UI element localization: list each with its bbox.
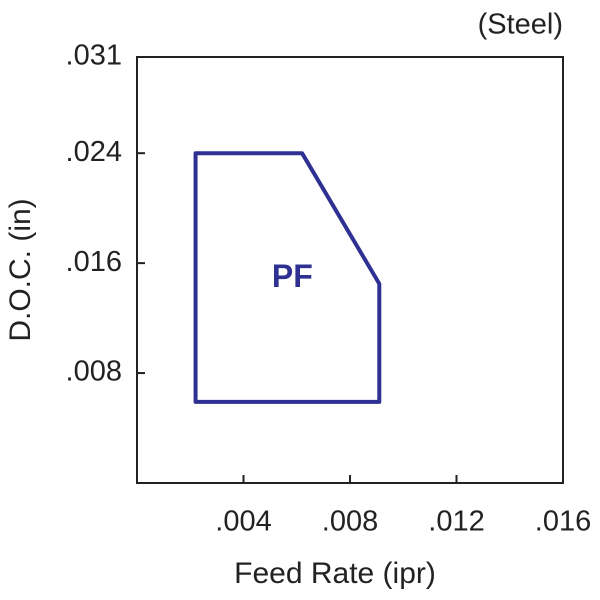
- y-axis-label: D.O.C. (in): [4, 198, 37, 341]
- y-tick-label: .008: [66, 356, 122, 388]
- x-tick-label: .012: [428, 506, 484, 538]
- y-tick-label: .016: [66, 246, 122, 278]
- y-tick-label: .031: [66, 40, 122, 72]
- x-tick-label: .008: [322, 506, 378, 538]
- annotation: (Steel): [478, 9, 563, 41]
- region: [193, 151, 382, 404]
- region-label: PF: [272, 258, 313, 294]
- plot-frame: [136, 56, 564, 484]
- x-tick-label: .004: [215, 506, 271, 538]
- x-axis-label: Feed Rate (ipr): [234, 557, 436, 590]
- y-tick-label: .024: [66, 136, 122, 168]
- x-tick-label: .016: [535, 506, 591, 538]
